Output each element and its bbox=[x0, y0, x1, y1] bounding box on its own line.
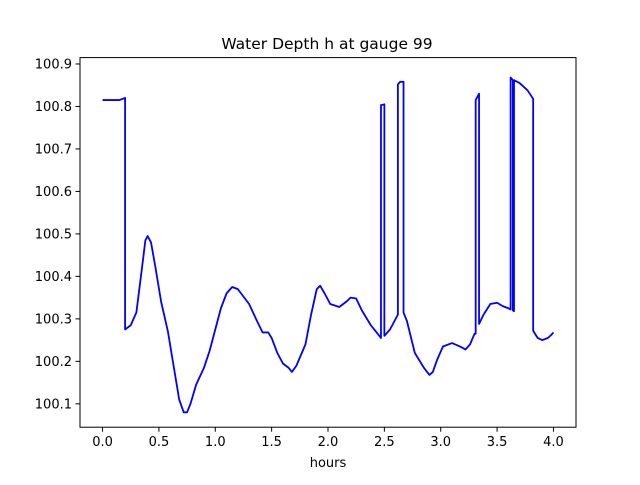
y-axis-ticks: 100.1 100.2 100.3 100.4 100.5 100.6 100.7 100.8… bbox=[35, 57, 80, 412]
x-tick-label: 3.5 bbox=[487, 435, 508, 450]
x-tick-label: 0.5 bbox=[149, 435, 170, 450]
y-tick-label: 100.8 bbox=[35, 100, 72, 115]
x-tick-label: 2.5 bbox=[374, 435, 395, 450]
x-tick-label: 1.0 bbox=[205, 435, 226, 450]
series-line-0 bbox=[102, 76, 555, 414]
x-tick-label: 1.5 bbox=[261, 435, 282, 450]
x-tick-label: 4.0 bbox=[543, 435, 564, 450]
y-tick-label: 100.1 bbox=[35, 397, 72, 412]
x-axis-label: hours bbox=[310, 456, 347, 471]
x-tick-label: 2.0 bbox=[318, 435, 339, 450]
chart-title: Water Depth h at gauge 99 bbox=[221, 35, 432, 53]
plot-area-frame bbox=[79, 57, 577, 428]
x-tick-label: 3.0 bbox=[430, 435, 451, 450]
y-tick-label: 100.4 bbox=[35, 270, 72, 285]
line-layer bbox=[102, 76, 555, 414]
x-tick-label: 0.0 bbox=[92, 435, 113, 450]
y-tick-label: 100.3 bbox=[35, 312, 72, 327]
y-tick-label: 100.7 bbox=[35, 142, 72, 157]
y-tick-label: 100.2 bbox=[35, 355, 72, 370]
y-tick-label: 100.5 bbox=[35, 227, 72, 242]
y-tick-label: 100.6 bbox=[35, 185, 72, 200]
x-axis-ticks: 0.0 0.5 1.0 1.5 2.0 2.5 3.0 3.5 4.0 bbox=[92, 427, 564, 450]
y-tick-label: 100.9 bbox=[35, 57, 72, 72]
